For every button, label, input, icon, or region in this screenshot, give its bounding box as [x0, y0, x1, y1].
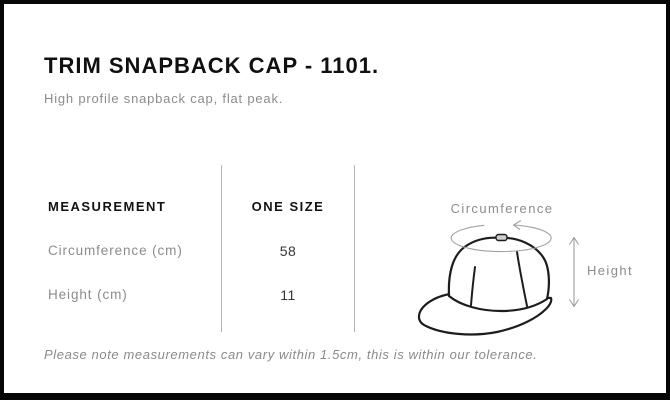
circumference-label: Circumference [451, 201, 554, 216]
height-arrowhead-bottom-icon [569, 299, 579, 308]
cap-seam-left-icon [470, 266, 476, 306]
row-label-height: Height (cm) [48, 287, 128, 302]
column-header-one-size: ONE SIZE [251, 199, 325, 214]
circumference-arrow-icon [450, 224, 552, 253]
cap-button-icon [495, 233, 508, 242]
table-divider-left [221, 165, 222, 332]
table-divider-right [354, 165, 355, 332]
row-value-height: 11 [280, 287, 296, 303]
tolerance-note: Please note measurements can vary within… [44, 347, 538, 362]
height-label: Height [587, 263, 633, 278]
cap-seam-right-icon [516, 251, 528, 307]
cap-illustration: Circumference Height [417, 201, 633, 336]
row-label-circumference: Circumference (cm) [48, 243, 183, 258]
height-arrowhead-top-icon [569, 236, 579, 245]
row-value-circumference: 58 [279, 243, 297, 259]
circumference-arrowhead-icon [512, 220, 522, 230]
column-header-measurement: MEASUREMENT [48, 199, 167, 214]
product-title: TRIM SNAPBACK CAP - 1101. [44, 53, 380, 78]
product-subtitle: High profile snapback cap, flat peak. [44, 91, 284, 106]
